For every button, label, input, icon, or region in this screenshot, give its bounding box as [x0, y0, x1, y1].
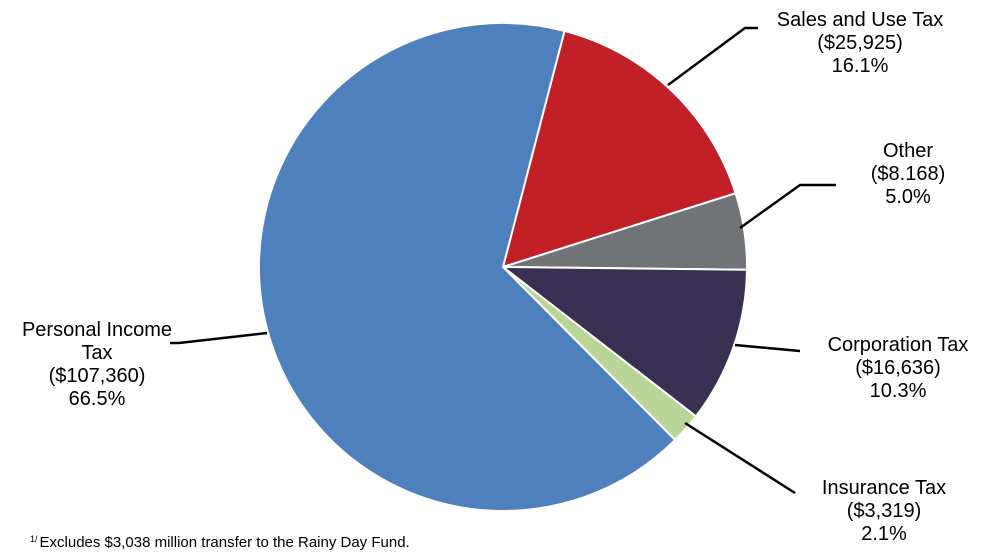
slice-label-sales: Sales and Use Tax [777, 9, 943, 31]
slice-label-other: Other [883, 140, 933, 162]
slice-value-insurance: ($3,319) [847, 500, 922, 522]
slice-personal [258, 22, 677, 512]
footnote: 1/Excludes $3,038 million transfer to th… [30, 530, 410, 552]
slice-label-personal: Personal Income [22, 319, 172, 341]
slice-percent-corporation: 10.3% [870, 380, 927, 402]
footnote-marker: 1/ [30, 534, 38, 544]
leader-line-corporation [734, 343, 801, 353]
slice-label-insurance: Insurance Tax [822, 477, 946, 499]
slice-corporation [500, 265, 748, 418]
slice-value-corporation: ($16,636) [855, 357, 941, 379]
slice-percent-personal: 66.5% [69, 388, 126, 410]
leader-line-sales [667, 26, 758, 87]
footnote-text: Excludes $3,038 million transfer to the … [39, 534, 410, 551]
slice-label-personal: Tax [81, 342, 112, 364]
slice-label-corporation: Corporation Tax [828, 334, 969, 356]
slice-value-sales: ($25,925) [817, 32, 903, 54]
pie-slices [258, 22, 748, 512]
leader-line-other [739, 183, 836, 230]
slice-sales [501, 29, 737, 269]
slice-percent-sales: 16.1% [832, 55, 889, 77]
slice-percent-insurance: 2.1% [861, 523, 907, 545]
slice-value-other: ($8.168) [871, 163, 946, 185]
leader-lines [170, 26, 836, 495]
slice-labels: Sales and Use Tax($25,925)16.1% Other($8.… [22, 9, 968, 545]
leader-line-insurance [684, 421, 796, 495]
leader-line-personal [170, 331, 268, 345]
slice-value-personal: ($107,360) [49, 365, 146, 387]
slice-percent-other: 5.0% [885, 186, 931, 208]
